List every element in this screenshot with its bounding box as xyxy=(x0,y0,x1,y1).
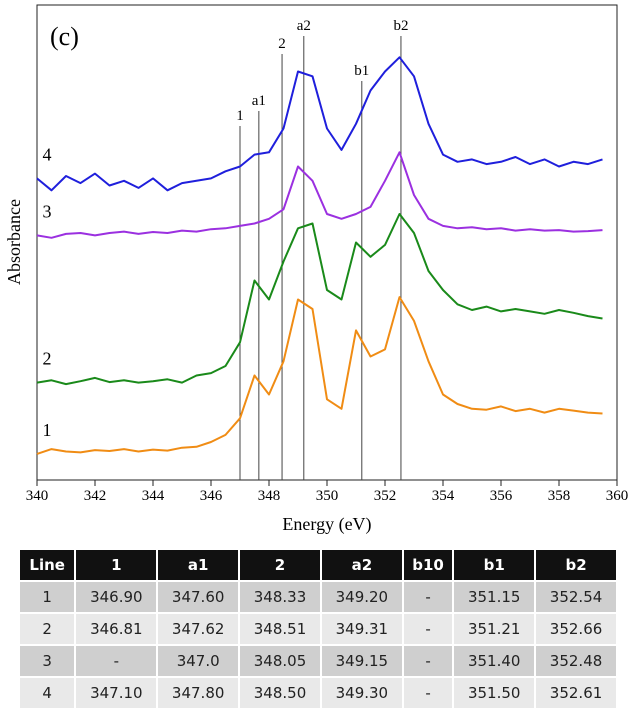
table-cell: 3 xyxy=(17,644,77,678)
x-tick-label: 358 xyxy=(548,488,571,504)
y-axis-label: Absorbance xyxy=(4,199,24,285)
table-cell: 347.10 xyxy=(74,676,159,710)
table-cell: 1 xyxy=(74,548,159,582)
table-cell: 352.48 xyxy=(534,644,618,678)
table-row: Line 1 a1 2 a2 b10 b1 b2 xyxy=(17,548,618,582)
x-tick-label: 340 xyxy=(26,488,49,504)
x-tick-label: 350 xyxy=(316,488,339,504)
table-cell: b1 xyxy=(452,548,537,582)
table-cell: 349.20 xyxy=(319,580,404,614)
table-row: 4 347.10 347.80 348.50 349.30-351.50 352.61 xyxy=(17,676,618,710)
marker-label: 2 xyxy=(278,36,286,52)
table-row: 2 346.81 347.62 348.51 349.31-351.21 352.66 xyxy=(17,612,618,646)
table-cell: 348.51 xyxy=(238,612,322,646)
data-table: Line 1 a1 2 a2 b10 b1 b2 1 346.90 347.60 348.33 349.… xyxy=(17,548,618,710)
table-cell: 2 xyxy=(238,548,322,582)
table-cell: 351.15 xyxy=(452,580,537,614)
x-tick-label: 348 xyxy=(258,488,281,504)
table-row: 3-347.0 348.05 349.15-351.40 352.48 xyxy=(17,644,618,678)
x-axis-label: Energy (eV) xyxy=(282,514,371,535)
table-cell: 352.61 xyxy=(534,676,618,710)
series-label: 4 xyxy=(43,144,52,164)
table-cell: - xyxy=(401,644,455,678)
table-cell: 4 xyxy=(17,676,77,710)
table-cell: 348.33 xyxy=(238,580,322,614)
table-cell: - xyxy=(401,676,455,710)
x-tick-label: 344 xyxy=(142,488,165,504)
table-cell: - xyxy=(401,612,455,646)
x-tick-label: 346 xyxy=(200,488,223,504)
table-cell: 347.62 xyxy=(156,612,241,646)
series-line xyxy=(36,213,603,386)
x-tick-label: 342 xyxy=(84,488,107,504)
x-tick-label: 360 xyxy=(606,488,629,504)
table-cell: 352.54 xyxy=(534,580,618,614)
chart-title: (c) xyxy=(50,22,79,51)
table-cell: 346.90 xyxy=(74,580,159,614)
table-cell: b10 xyxy=(401,548,455,582)
table-cell: 348.50 xyxy=(238,676,322,710)
marker-label: b2 xyxy=(393,18,408,34)
marker-label: a1 xyxy=(252,93,266,109)
table-cell: 348.05 xyxy=(238,644,322,678)
table-cell: 347.60 xyxy=(156,580,241,614)
series-line xyxy=(36,151,603,239)
table-cell: 347.80 xyxy=(156,676,241,710)
table-cell: 2 xyxy=(17,612,77,646)
page: {"chart_data": {"type": "line", "title":… xyxy=(4,4,629,710)
table-cell: 346.81 xyxy=(74,612,159,646)
marker-label: a2 xyxy=(297,18,311,34)
table-cell: - xyxy=(74,644,159,678)
table-cell: 351.21 xyxy=(452,612,537,646)
table-cell: - xyxy=(401,580,455,614)
table-cell: b2 xyxy=(534,548,618,582)
series-line xyxy=(36,56,603,192)
chart: (c) Energy (eV) Absorbance 340 342 344 346 3… xyxy=(4,4,629,535)
x-tick-label: 354 xyxy=(432,488,455,504)
series-line xyxy=(36,296,603,455)
table-cell: a1 xyxy=(156,548,241,582)
table-cell: a2 xyxy=(319,548,404,582)
table-cell: Line xyxy=(17,548,77,582)
table-cell: 351.40 xyxy=(452,644,537,678)
table-cell: 352.66 xyxy=(534,612,618,646)
series-label: 1 xyxy=(43,420,52,440)
table-cell: 347.0 xyxy=(156,644,241,678)
table-cell: 351.50 xyxy=(452,676,537,710)
series-label: 2 xyxy=(43,349,52,369)
table-cell: 349.30 xyxy=(319,676,404,710)
marker-label: 1 xyxy=(236,108,244,124)
x-tick-label: 356 xyxy=(490,488,513,504)
table-cell: 349.31 xyxy=(319,612,404,646)
table-cell: 349.15 xyxy=(319,644,404,678)
table-cell: 1 xyxy=(17,580,77,614)
x-tick-label: 352 xyxy=(374,488,397,504)
series-label: 3 xyxy=(43,201,52,221)
table-row: 1 346.90 347.60 348.33 349.20-351.15 352.54 xyxy=(17,580,618,614)
marker-label: b1 xyxy=(354,63,369,79)
